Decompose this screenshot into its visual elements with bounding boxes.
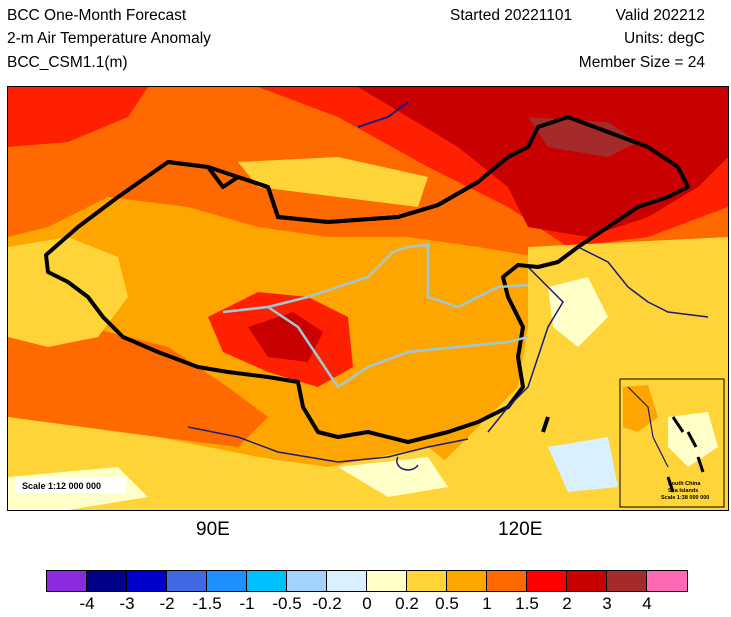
colorbar-label: 2 (562, 594, 572, 613)
lon-label-90e: 90E (196, 519, 230, 540)
colorbar-label: 3 (602, 594, 612, 613)
colorbar-box (167, 571, 207, 591)
member-size: Member Size = 24 (578, 54, 705, 71)
colorbar-label: 0.5 (435, 594, 459, 613)
colorbar-box (607, 571, 647, 591)
forecast-title: BCC One-Month Forecast (7, 7, 187, 24)
colorbar-box (47, 571, 87, 591)
lon-label-120e: 120E (498, 519, 543, 540)
model-name: BCC_CSM1.1(m) (7, 54, 128, 71)
colorbar-box (407, 571, 447, 591)
scale-label: Scale 1:12 000 000 (22, 481, 101, 491)
scale-box (16, 477, 126, 493)
units-label: Units: degC (624, 30, 705, 47)
variable-title: 2-m Air Temperature Anomaly (7, 30, 211, 47)
colorbar-label: 1.5 (515, 594, 539, 613)
coastline-east (487, 266, 564, 433)
colorbar-label: 1 (482, 594, 492, 613)
colorbar-box (447, 571, 487, 591)
colorbar-label: -3 (119, 594, 135, 613)
colorbar-box (247, 571, 287, 591)
field-korea-0p2 (548, 277, 608, 347)
field-tibet-3 (248, 312, 323, 362)
colorbar-box (207, 571, 247, 591)
anomaly-map: Scale 1:12 000 000 South China Sea Islan… (7, 86, 729, 511)
colorbar-label: 0.2 (395, 594, 419, 613)
colorbar-box (367, 571, 407, 591)
coastline-south (187, 426, 469, 463)
field-ne-4 (528, 117, 638, 157)
field-sc-0p2 (338, 457, 448, 497)
colorbar-box (567, 571, 607, 591)
colorbar-label: 0 (362, 594, 372, 613)
map-svg: Scale 1:12 000 000 South China Sea Islan… (8, 87, 728, 510)
mongolia-boundary (167, 160, 479, 225)
colorbar-label: -2 (159, 594, 175, 613)
field-sea-neg (548, 437, 618, 492)
valid-date: Valid 202212 (615, 7, 705, 24)
field-nc-0p5 (238, 157, 428, 207)
colorbar-box (487, 571, 527, 591)
colorbar-label: -0.5 (272, 594, 302, 613)
started-date: Started 20221101 (450, 7, 573, 24)
hainan-island (396, 456, 419, 471)
colorbar-box (327, 571, 367, 591)
field-nw-2 (8, 87, 148, 147)
inset-scale: Scale 1:38 000 000 (661, 495, 709, 501)
field-w-0p5 (8, 237, 128, 347)
inset-map: South China Sea Islands Scale 1:38 000 0… (619, 378, 725, 508)
colorbar-box (287, 571, 327, 591)
yellow-river-line (222, 243, 529, 314)
colorbar-label: 4 (642, 594, 652, 613)
field-ne-3 (358, 87, 728, 237)
colorbar-label: -4 (79, 594, 95, 613)
lake-baikal (357, 101, 409, 128)
taiwan-dash (541, 416, 550, 433)
colorbar-label: -1.5 (192, 594, 222, 613)
colorbar-box (647, 571, 687, 591)
colorbar-box (87, 571, 127, 591)
field-sw-1p5 (8, 327, 268, 447)
yangtze-river-line (267, 305, 529, 389)
colorbar-label: -1 (239, 594, 255, 613)
inset-label-2: Sea Islands (668, 488, 698, 494)
colorbar-label: -0.2 (312, 594, 342, 613)
coastline-korea (577, 246, 709, 318)
inset-label-1: South China (668, 481, 701, 487)
colorbar-box (127, 571, 167, 591)
colorbar (46, 570, 688, 592)
colorbar-box (527, 571, 567, 591)
